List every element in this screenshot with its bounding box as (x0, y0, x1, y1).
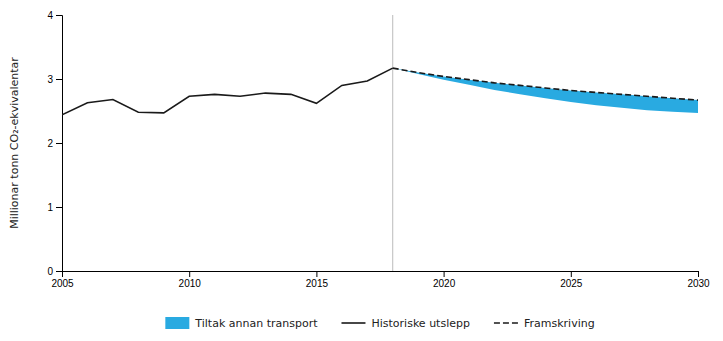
x-tick-mark (571, 271, 572, 277)
y-axis-title: Millionar tonn CO₂-ekvivalentar (8, 57, 21, 229)
x-tick: 2015 (306, 271, 329, 289)
y-tick-label: 4 (47, 10, 53, 21)
line (393, 68, 698, 100)
x-tick-label: 2025 (560, 278, 583, 289)
line (62, 68, 393, 115)
legend-swatch (165, 317, 189, 329)
x-tick-label: 2010 (179, 278, 202, 289)
legend-swatch (494, 322, 518, 324)
x-tick-mark (316, 271, 317, 277)
legend: Tiltak annan transport Historiske utslepp… (165, 317, 594, 330)
x-tick-mark (444, 271, 445, 277)
y-tick-label: 1 (47, 202, 53, 213)
y-tick: 1 (47, 202, 62, 213)
chart: 2005 2010 2015 2020 2025 2030 0 1 2 3 4 Millionar t… (0, 0, 723, 341)
y-tick-label: 0 (47, 266, 53, 277)
x-tick: 2020 (433, 271, 456, 289)
legend-label: Tiltak annan transport (194, 317, 318, 330)
area (393, 68, 698, 113)
y-tick-mark (56, 15, 62, 16)
y-tick: 2 (47, 138, 62, 149)
x-tick: 2005 (51, 271, 74, 289)
y-axis-line (56, 16, 63, 272)
x-tick: 2030 (687, 271, 710, 289)
x-tick-mark (698, 271, 699, 277)
plot-area (62, 15, 698, 271)
x-tick: 2010 (179, 271, 202, 289)
y-tick-mark (56, 207, 62, 208)
legend-item: Tiltak annan transport (165, 317, 318, 330)
x-tick-label: 2005 (51, 278, 74, 289)
legend-item: Framskriving (494, 317, 595, 330)
y-tick-label: 2 (47, 138, 53, 149)
legend-label: Historiske utslepp (371, 317, 469, 330)
y-tick: 3 (47, 74, 62, 85)
plot-root: 2005 2010 2015 2020 2025 2030 0 1 2 3 4 Millionar t… (8, 10, 710, 289)
x-tick-mark (189, 271, 190, 277)
y-tick: 0 (47, 266, 62, 277)
legend-item: Historiske utslepp (341, 317, 469, 330)
y-tick-mark (56, 271, 62, 272)
y-tick-mark (56, 143, 62, 144)
y-tick: 4 (47, 10, 62, 21)
x-tick-label: 2030 (687, 278, 710, 289)
legend-swatch (341, 322, 365, 324)
y-tick-label: 3 (47, 74, 53, 85)
legend-label: Framskriving (524, 317, 595, 330)
x-tick: 2025 (560, 271, 583, 289)
y-tick-mark (56, 79, 62, 80)
x-tick-label: 2015 (306, 278, 329, 289)
divider-line (392, 15, 393, 271)
y-axis: 0 1 2 3 4 (47, 10, 62, 277)
x-tick-label: 2020 (433, 278, 456, 289)
x-axis: 2005 2010 2015 2020 2025 2030 (51, 271, 710, 289)
x-axis-line (63, 272, 699, 278)
